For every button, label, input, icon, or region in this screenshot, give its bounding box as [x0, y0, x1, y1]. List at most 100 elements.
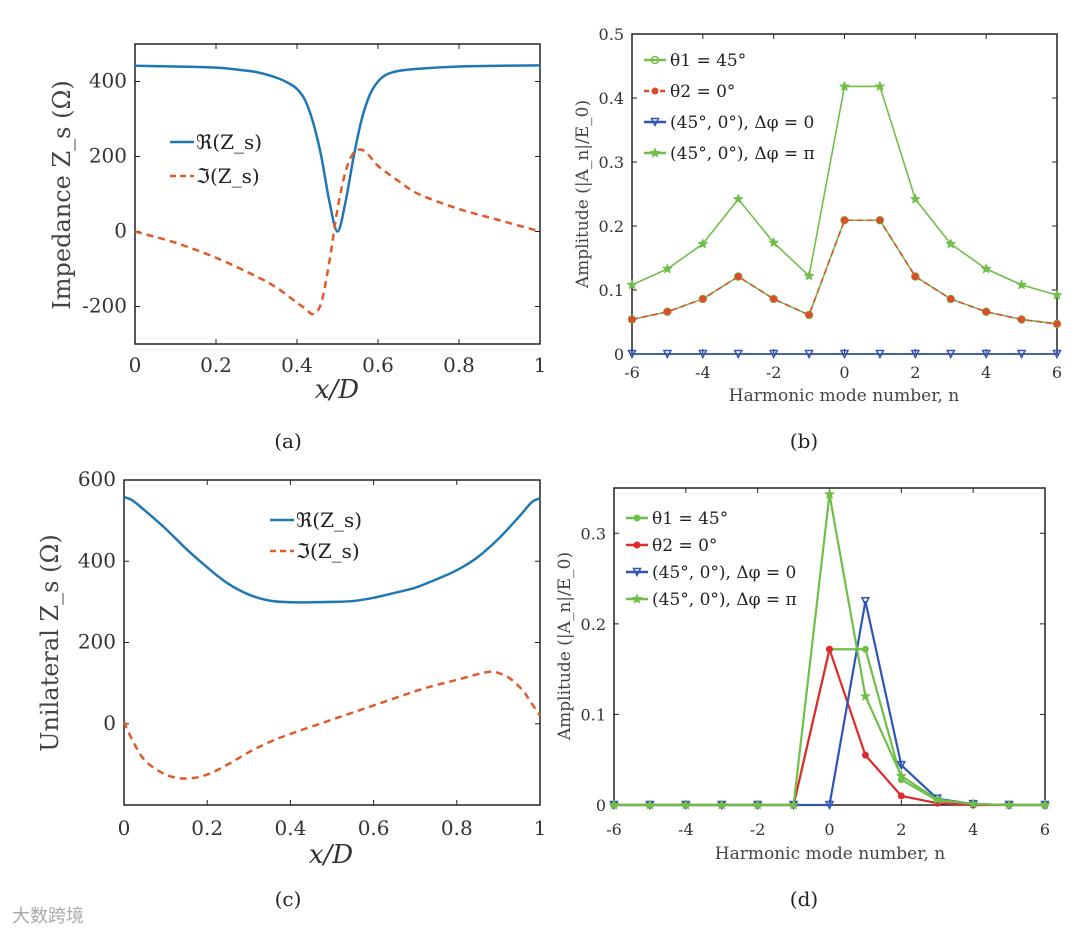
data-point	[650, 55, 660, 65]
ytick-label: 0	[103, 711, 116, 735]
legend-d: θ1 = 45° θ2 = 0° (45°, 0°), Δφ = 0 (45°, 0°…	[626, 509, 797, 610]
legend-a-imag: ℑ(Z_s)	[196, 164, 260, 188]
data-point	[1018, 315, 1026, 323]
data-point	[770, 295, 778, 303]
ylabel-d: Amplitude (|A_n|/E_0)	[555, 552, 575, 741]
xtick-label: 6	[1040, 820, 1050, 839]
data-point	[651, 87, 659, 95]
ytick-label: 0.1	[581, 705, 606, 724]
ticks-d: -6 -4 -2 0 2 4 6 0 0.1 0.2 0.3	[581, 488, 1050, 839]
ytick-label: 200	[89, 144, 127, 168]
ytick-label: 0	[614, 345, 624, 364]
data-point	[627, 349, 637, 360]
data-point	[733, 349, 743, 360]
panel-label-c: (c)	[275, 887, 302, 911]
xtick-label: -2	[750, 820, 766, 839]
ytick-label: 0.3	[581, 524, 606, 543]
data-point	[945, 238, 957, 249]
data-point	[608, 799, 620, 810]
data-point	[981, 349, 991, 360]
series-line-1	[122, 670, 542, 780]
legend-label-2: (45°, 0°), Δφ = 0	[652, 563, 796, 583]
legend-a: ℜ(Z_s) ℑ(Z_s)	[170, 130, 262, 188]
panel-label-d: (d)	[790, 887, 818, 911]
data-point	[1003, 799, 1015, 810]
legend-label-1: θ2 = 0°	[652, 536, 717, 556]
legend-a-real: ℜ(Z_s)	[196, 130, 262, 154]
legend-c-real: ℜ(Z_s)	[296, 508, 362, 532]
series-a	[134, 64, 541, 316]
legend-label-2: (45°, 0°), Δφ = 0	[670, 113, 814, 133]
data-point	[803, 270, 815, 281]
data-point	[663, 308, 671, 316]
ticks-b: -6 -4 -2 0 2 4 6 0 0.1 0.2 0.3 0.4 0.5	[599, 25, 1063, 382]
ytick-label: 0.2	[599, 217, 624, 236]
legend-c-imag: ℑ(Z_s)	[296, 539, 360, 563]
data-point	[644, 799, 656, 810]
xtick-label: 0.8	[443, 353, 475, 377]
data-point	[697, 238, 709, 249]
data-point	[633, 541, 641, 549]
xtick-label: 6	[1052, 363, 1062, 382]
data-point	[839, 349, 850, 360]
xtick-label: 1	[534, 353, 547, 377]
data-point	[633, 514, 641, 522]
data-point	[1016, 349, 1027, 360]
series-line-0	[123, 495, 541, 604]
xtick-label: 1	[534, 816, 547, 840]
data-point	[826, 645, 833, 653]
xtick-label: 0	[839, 363, 849, 382]
ytick-label: 0	[596, 796, 606, 815]
data-point	[980, 263, 992, 274]
data-point	[861, 645, 869, 653]
data-point	[1052, 349, 1062, 360]
series-b	[626, 80, 1063, 360]
ytick-label: 0.4	[599, 89, 624, 108]
watermark: 大数跨境	[12, 906, 84, 927]
legend-label-0: θ1 = 45°	[670, 51, 746, 71]
data-point	[650, 117, 660, 128]
data-point	[838, 80, 851, 92]
series-line-1	[614, 645, 1045, 807]
data-point	[947, 295, 955, 303]
data-point	[680, 799, 692, 810]
ticks-c: 0 0.2 0.4 0.6 0.8 1 0 200 400 600	[78, 467, 547, 840]
xtick-label: -6	[606, 820, 622, 839]
data-point	[1039, 799, 1051, 810]
data-point	[732, 193, 744, 204]
series-d	[608, 488, 1051, 811]
ylabel-b: Amplitude (|A_n|/E_0)	[573, 100, 593, 289]
xtick-label: 0	[129, 353, 142, 377]
xtick-label: -2	[766, 363, 782, 382]
legend-label-0: θ1 = 45°	[652, 509, 728, 529]
legend-label-1: θ2 = 0°	[670, 82, 735, 102]
ytick-label: 0.2	[581, 615, 606, 634]
data-point	[662, 349, 673, 360]
data-point	[859, 690, 871, 701]
ytick-label: 400	[78, 548, 116, 572]
ytick-label: 400	[89, 69, 127, 93]
ytick-label: 0.1	[599, 281, 624, 300]
data-point	[788, 799, 800, 810]
xtick-label: 0	[824, 820, 834, 839]
data-point	[1016, 279, 1028, 290]
panel-a: 0 0.2 0.4 0.6 0.8 1 -200 0 200 400 Impedance Z_s …	[48, 43, 547, 453]
xlabel-b: Harmonic mode number, n	[729, 386, 959, 406]
data-point	[632, 567, 642, 578]
xlabel-c: x/D	[309, 840, 353, 870]
panel-d: -6 -4 -2 0 2 4 6 0 0.1 0.2 0.3 Amplitude (|A_n|/E_…	[555, 487, 1051, 911]
data-point	[967, 798, 979, 809]
xtick-label: 0	[118, 816, 131, 840]
xtick-label: 0.6	[362, 353, 394, 377]
panel-b: -6 -4 -2 0 2 4 6 0 0.1 0.2 0.3 0.4 0.5 Amplitude (|A…	[573, 25, 1063, 453]
xtick-label: 0.8	[441, 816, 473, 840]
data-point	[1051, 289, 1063, 300]
data-point	[768, 349, 779, 360]
data-point	[897, 792, 905, 800]
ylabel-a: Impedance Z_s (Ω)	[48, 80, 76, 309]
data-point	[649, 147, 661, 158]
plot-area-a	[134, 43, 541, 345]
data-point	[910, 349, 921, 360]
data-point	[804, 349, 814, 360]
